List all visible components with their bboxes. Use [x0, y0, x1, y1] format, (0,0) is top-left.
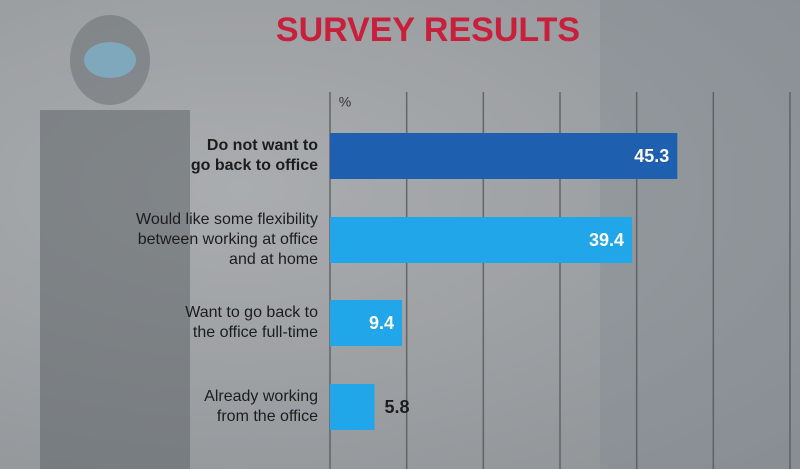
bar: [330, 217, 633, 263]
chart-title: SURVEY RESULTS: [276, 11, 580, 49]
category-label: Want to go back to the office full-time: [185, 304, 318, 341]
value-label: 5.8: [384, 397, 409, 417]
unit-label: %: [339, 94, 351, 110]
bar: [330, 300, 403, 346]
value-label: 45.3: [634, 146, 669, 166]
category-label: Do not want to go back to office: [190, 137, 318, 174]
bar: [330, 384, 375, 430]
bar: [330, 133, 678, 179]
category-label: Already working from the office: [204, 388, 318, 425]
category-label: Would like some flexibility between work…: [136, 211, 318, 268]
value-label: 9.4: [369, 313, 394, 333]
value-label: 39.4: [589, 230, 624, 250]
